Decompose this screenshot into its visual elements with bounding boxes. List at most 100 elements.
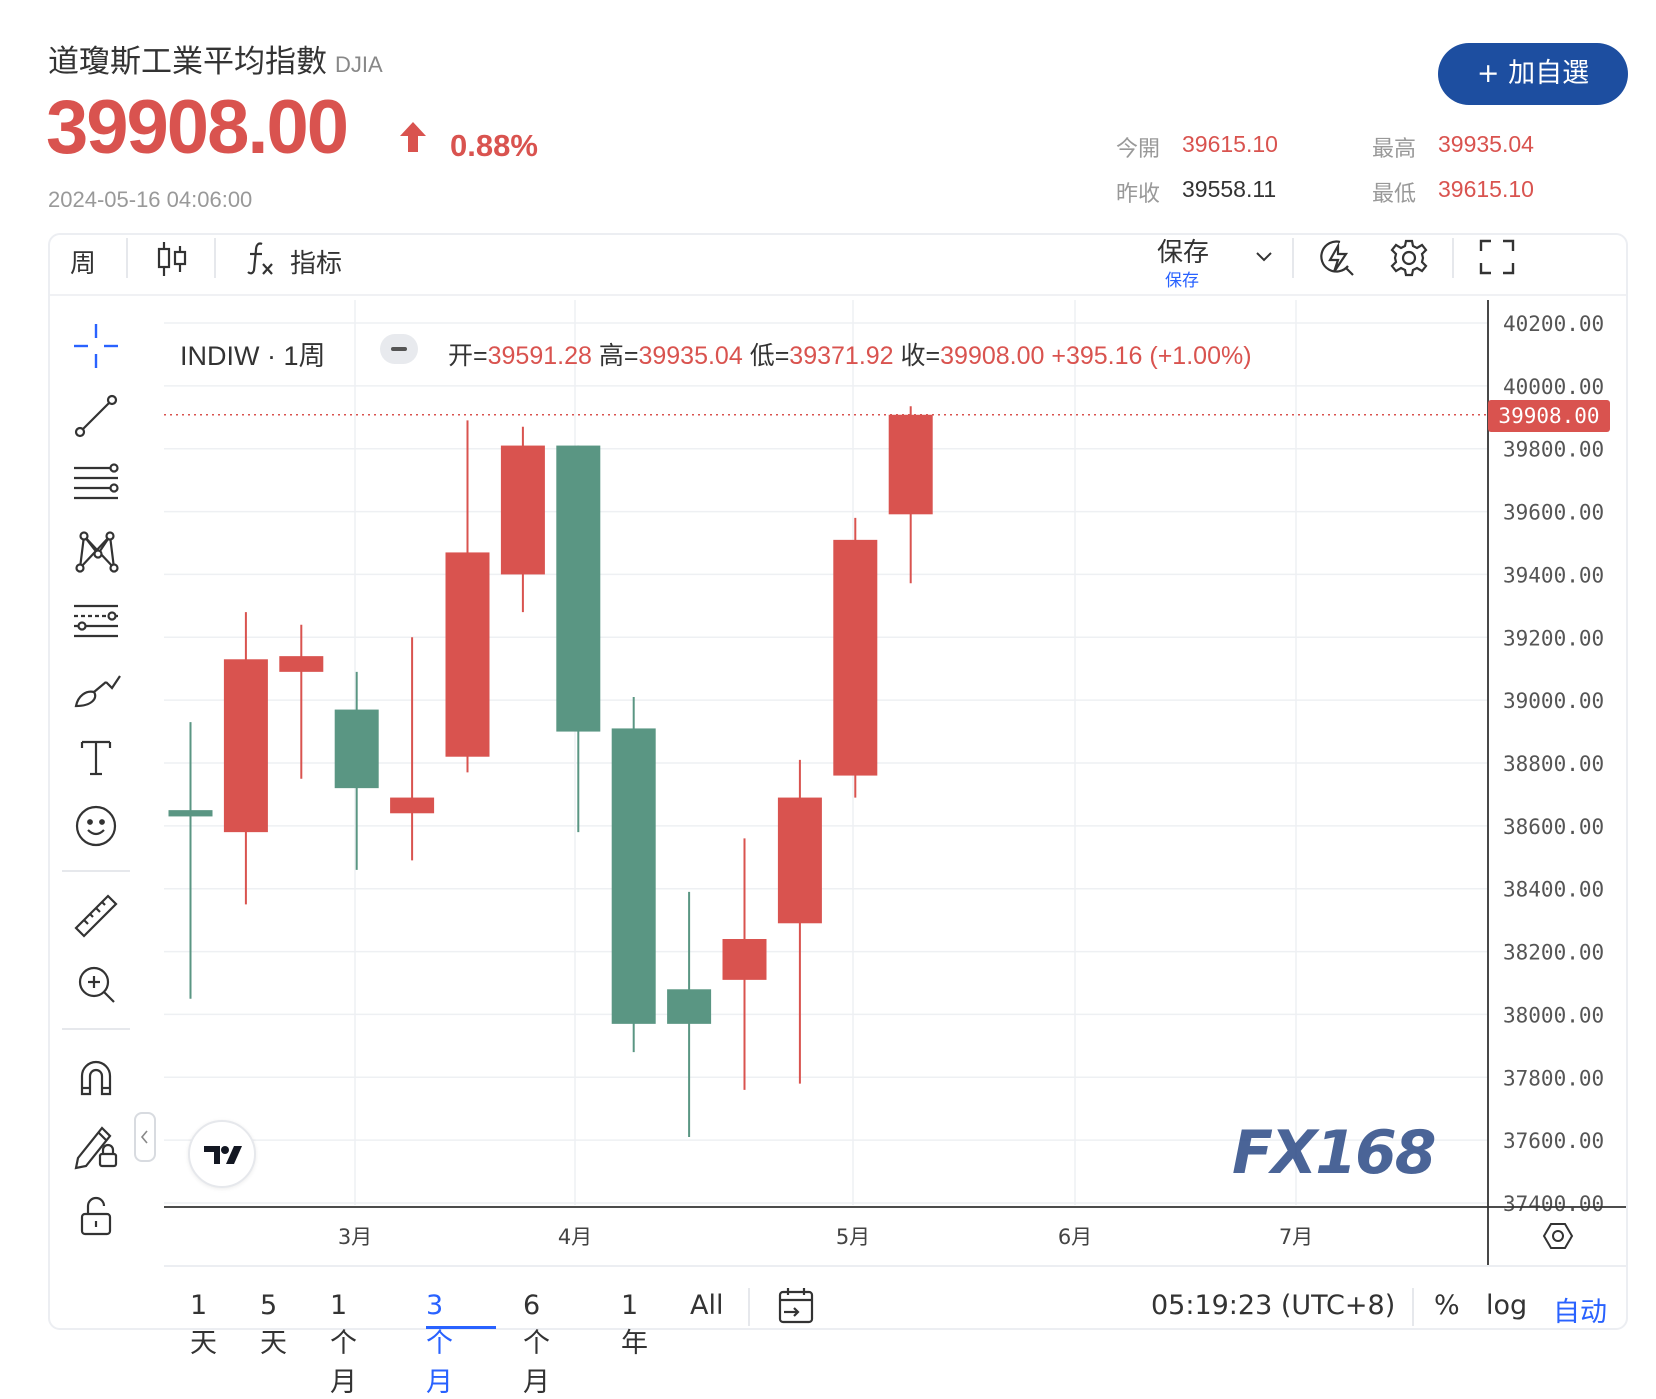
fx168-watermark: FX168 [1232, 1118, 1436, 1188]
legend-symbol: INDIW · 1周 [180, 341, 326, 371]
change-percent: 0.88% [450, 128, 538, 163]
ohlc-values: 开=39591.28 高=39935.04 低=39371.92 收=39908… [448, 336, 1252, 372]
trendline-icon[interactable] [68, 388, 124, 449]
toolbar-divider [1292, 238, 1294, 278]
candle[interactable] [888, 406, 933, 584]
save-subtitle: 保存 [1165, 271, 1199, 291]
log-scale-button[interactable]: log [1486, 1290, 1528, 1321]
bottom-divider [1412, 1288, 1414, 1326]
last-price-tag: 39908.00 [1488, 400, 1610, 432]
toolbar-divider [214, 238, 216, 278]
y-tick-label: 38200.00 [1503, 941, 1604, 965]
legend-open: 39591.28 [487, 342, 592, 370]
pattern-icon[interactable] [68, 524, 124, 585]
auto-scale-button[interactable]: 自动 [1553, 1297, 1607, 1328]
candle[interactable] [667, 891, 712, 1137]
candle[interactable] [168, 722, 213, 999]
legend-low: 39371.92 [789, 342, 894, 370]
x-tick-label: 4月 [558, 1225, 592, 1249]
candle[interactable] [334, 671, 379, 870]
ruler-icon[interactable] [68, 888, 124, 949]
zoom-in-icon[interactable] [68, 956, 124, 1017]
prev-close-value: 39558.11 [1182, 176, 1277, 202]
legend-toggle-button[interactable] [380, 334, 418, 364]
brush-icon[interactable] [68, 662, 124, 723]
legend-open-label: 开= [448, 342, 488, 370]
bottom-divider [748, 1288, 750, 1326]
emoji-icon[interactable] [68, 798, 124, 859]
index-name: 道瓊斯工業平均指數 [48, 44, 327, 80]
legend-high: 39935.04 [638, 342, 743, 370]
candle[interactable] [722, 838, 767, 1090]
candle[interactable] [390, 637, 435, 861]
percent-scale-button[interactable]: % [1434, 1290, 1460, 1321]
legend-high-label: 高= [598, 342, 639, 370]
candle[interactable] [777, 759, 822, 1084]
y-tick-label: 38400.00 [1503, 878, 1604, 902]
fullscreen-icon[interactable] [1479, 239, 1515, 280]
candlestick-type-icon[interactable] [156, 240, 188, 283]
interval-button[interactable]: 周 [70, 249, 97, 279]
bottom-bar-border [164, 1265, 1626, 1267]
add-watchlist-button[interactable]: + 加自選 [1438, 43, 1628, 105]
crosshair-icon[interactable] [68, 318, 124, 379]
candle[interactable] [445, 420, 490, 773]
candle[interactable] [223, 612, 268, 905]
y-tick-label: 40200.00 [1503, 312, 1604, 336]
save-button[interactable]: 保存 [1157, 238, 1210, 268]
quote-timestamp: 2024-05-16 04:06:00 [48, 187, 253, 212]
range-button[interactable]: All [690, 1290, 724, 1321]
quick-action-icon[interactable] [1318, 238, 1356, 283]
chevron-down-icon[interactable] [1255, 250, 1273, 268]
magnet-icon[interactable] [68, 1050, 124, 1111]
clock-display[interactable]: 05:19:23 (UTC+8) [1151, 1290, 1396, 1321]
x-tick-label: 7月 [1279, 1225, 1313, 1249]
high-value: 39935.04 [1438, 131, 1534, 157]
forecast-icon[interactable] [68, 594, 124, 655]
fib-retracement-icon[interactable] [68, 456, 124, 517]
function-icon[interactable] [244, 238, 276, 283]
toolbar-divider [1452, 238, 1454, 278]
tradingview-logo-icon[interactable] [188, 1120, 256, 1188]
open-label: 今開 [1116, 137, 1161, 162]
unlock-icon[interactable] [68, 1188, 124, 1249]
y-tick-label: 39200.00 [1503, 626, 1604, 650]
y-tick-label: 37600.00 [1503, 1129, 1604, 1153]
legend-close: 39908.00 [940, 342, 1045, 370]
candle[interactable] [500, 426, 545, 613]
text-tool-icon[interactable] [68, 730, 124, 791]
gear-icon[interactable] [1389, 238, 1429, 283]
sidebar-divider [62, 870, 130, 872]
legend-low-label: 低= [749, 342, 790, 370]
range-button[interactable]: 3个月 [426, 1290, 453, 1398]
range-button[interactable]: 6个月 [523, 1290, 550, 1398]
y-tick-label: 39800.00 [1503, 438, 1604, 462]
price-chart[interactable]: 40200.00 40000.00 39800.00 39600.00 39400.00… [0, 0, 1656, 1330]
candle[interactable] [611, 697, 656, 1053]
candle[interactable] [279, 624, 324, 779]
collapse-sidebar-button[interactable] [134, 1112, 156, 1162]
y-tick-label: 38800.00 [1503, 752, 1604, 776]
y-tick-label: 38000.00 [1503, 1003, 1604, 1027]
indicators-button[interactable]: 指标 [290, 249, 343, 279]
candle[interactable] [556, 445, 601, 833]
ohlc-legend: INDIW · 1周 [180, 334, 326, 373]
y-tick-label: 39400.00 [1503, 563, 1604, 587]
range-button[interactable]: 1个月 [330, 1290, 357, 1398]
lock-drawings-icon[interactable] [68, 1118, 124, 1179]
open-value: 39615.10 [1182, 131, 1278, 157]
low-value: 39615.10 [1438, 176, 1534, 202]
calendar-goto-icon[interactable] [776, 1286, 816, 1331]
range-button[interactable]: 1年 [621, 1290, 648, 1359]
range-button[interactable]: 5天 [260, 1290, 287, 1359]
up-arrow-icon [398, 120, 428, 159]
x-tick-label: 6月 [1058, 1225, 1092, 1249]
prev-close-label: 昨收 [1116, 182, 1161, 207]
axis-settings-icon[interactable] [1542, 1223, 1574, 1249]
range-button[interactable]: 1天 [190, 1290, 217, 1359]
high-label: 最高 [1372, 137, 1417, 162]
current-price: 39908.00 [46, 85, 349, 170]
y-tick-label: 39000.00 [1503, 689, 1604, 713]
index-symbol: DJIA [335, 52, 383, 77]
candle[interactable] [833, 517, 878, 798]
